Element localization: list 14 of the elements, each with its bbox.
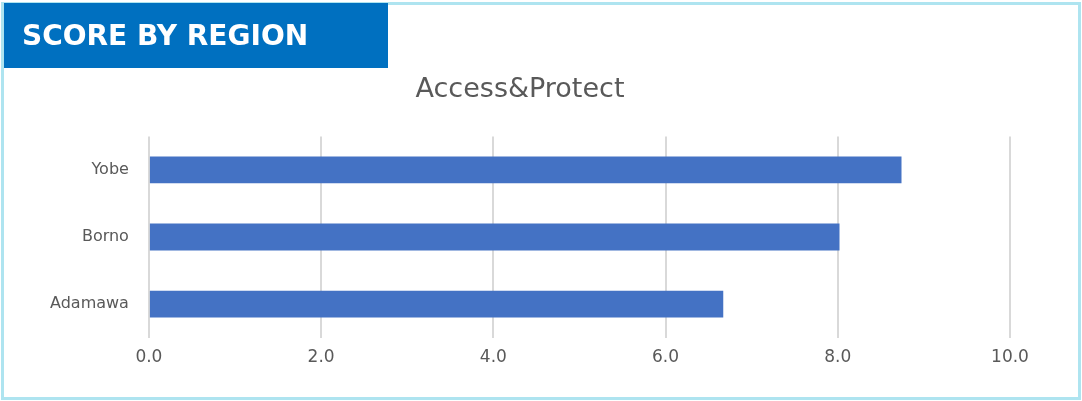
bar: [149, 223, 840, 251]
bar: [149, 156, 902, 184]
y-tick-label: Borno: [81, 226, 129, 246]
x-tick-label: 0.0: [135, 346, 163, 367]
x-tick-label: 6.0: [652, 346, 680, 367]
x-tick-label: 2.0: [307, 346, 335, 367]
x-tick-label: 8.0: [824, 346, 852, 367]
chart-title: SCORE BY REGION: [4, 3, 388, 68]
y-tick-label: Yobe: [90, 159, 129, 179]
x-tick-label: 10.0: [991, 346, 1029, 367]
x-tick-label: 4.0: [479, 346, 507, 367]
y-tick-label: Adamawa: [50, 293, 129, 313]
bar: [149, 290, 724, 318]
chart-subtitle: Access&Protect: [415, 72, 625, 104]
